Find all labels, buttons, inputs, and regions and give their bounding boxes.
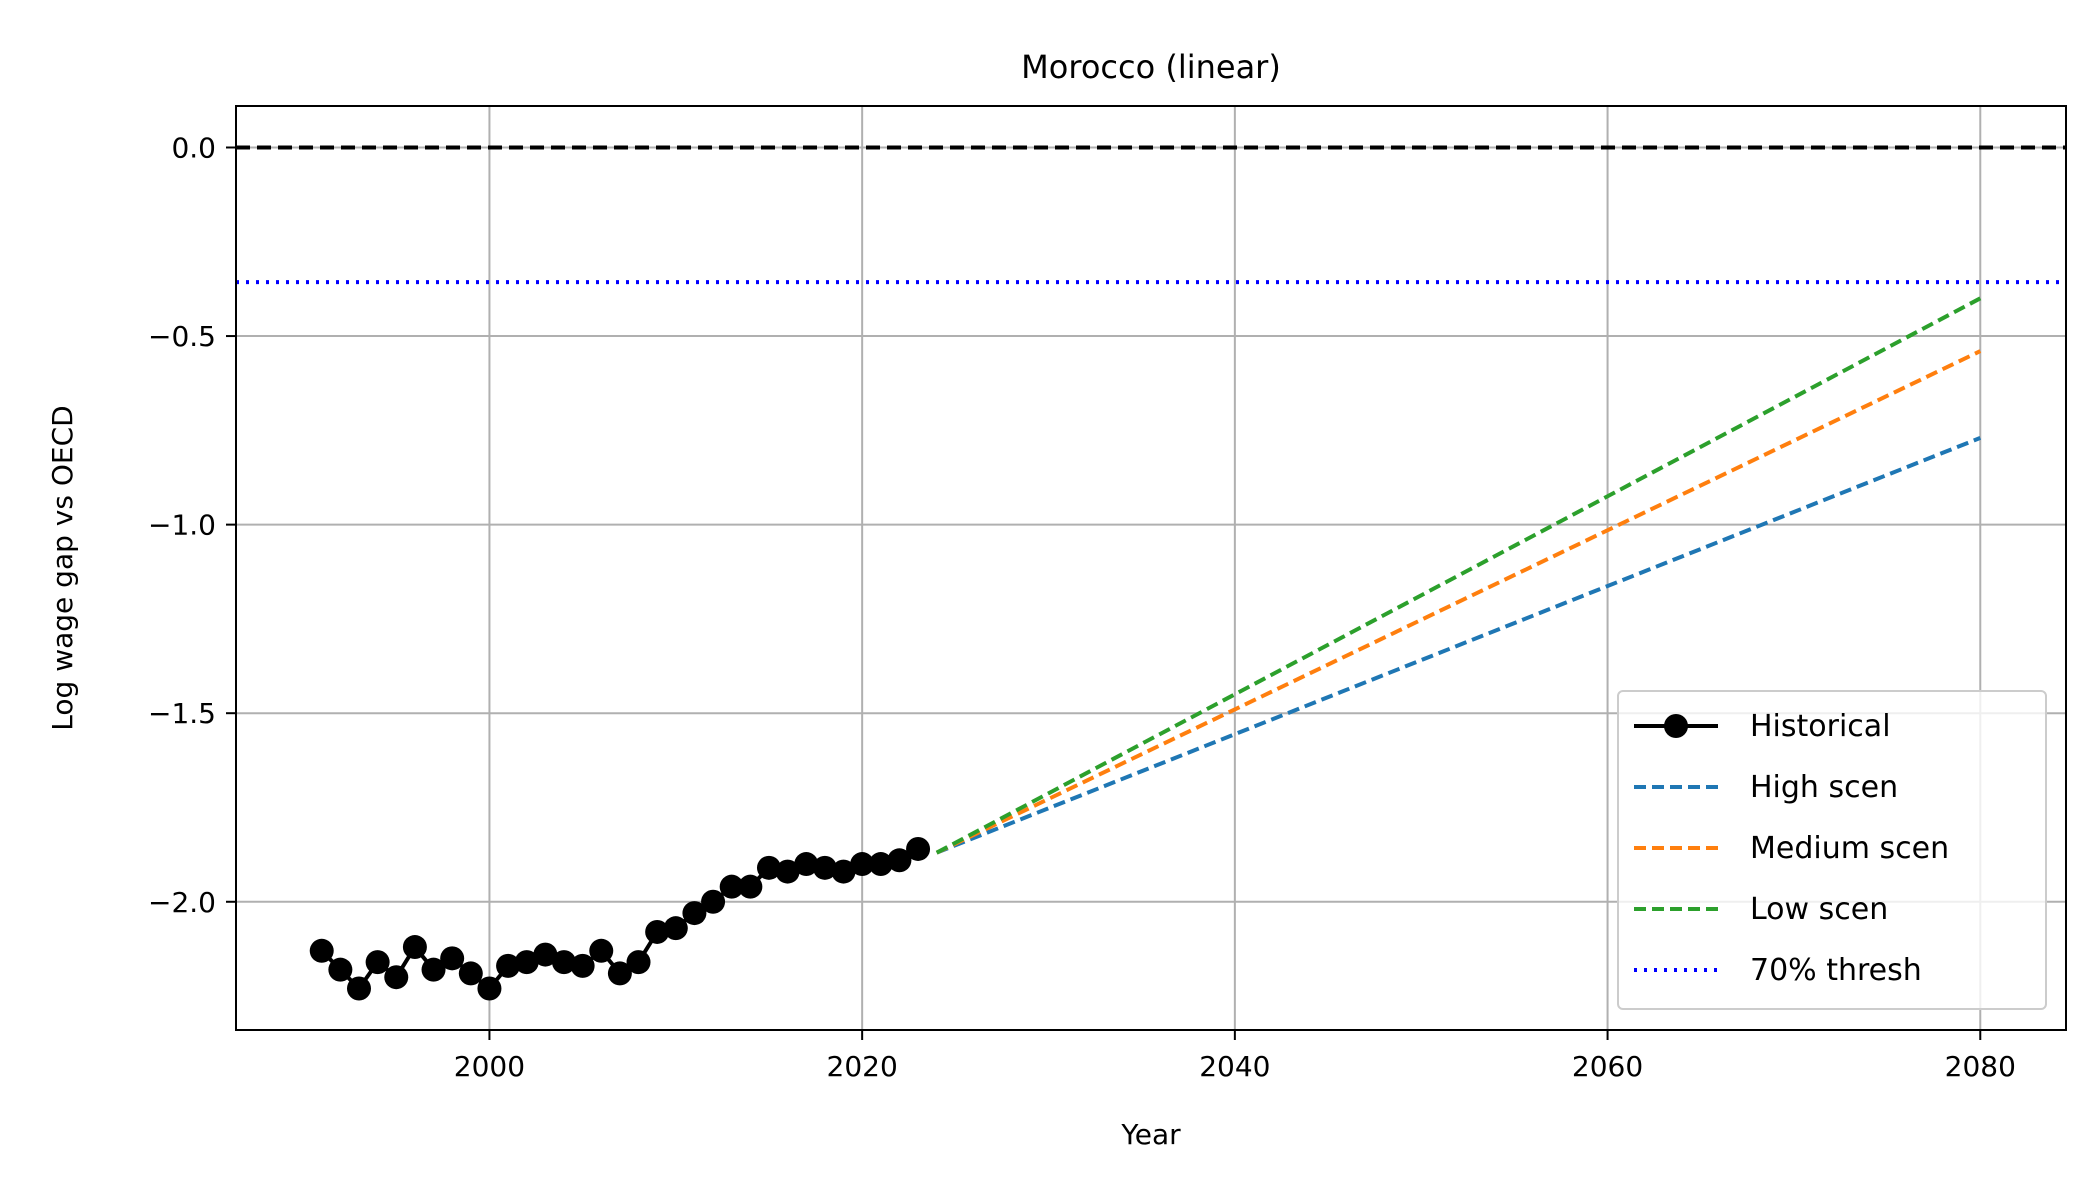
x-tick-label: 2080	[1945, 1050, 2016, 1083]
data-point	[421, 957, 446, 982]
x-tick-label: 2040	[1199, 1050, 1270, 1083]
data-point	[309, 938, 334, 963]
chart-title: Morocco (linear)	[1021, 48, 1281, 86]
y-tick-label: 0.0	[171, 131, 216, 164]
data-point	[346, 976, 371, 1001]
data-point	[738, 874, 763, 899]
legend-label: Low scen	[1750, 892, 1888, 927]
data-point	[794, 852, 819, 877]
legend-marker	[1664, 714, 1688, 738]
data-point	[719, 874, 744, 899]
data-point	[663, 916, 688, 941]
data-point	[682, 901, 707, 926]
legend-label: Medium scen	[1750, 831, 1949, 866]
y-tick-label: −1.5	[148, 697, 216, 730]
legend-label: 70% thresh	[1750, 953, 1922, 988]
data-point	[514, 950, 539, 975]
x-tick-label: 2020	[827, 1050, 898, 1083]
data-point	[496, 953, 521, 978]
data-point	[831, 859, 856, 884]
x-tick-label: 2000	[454, 1050, 525, 1083]
series-layer	[309, 296, 1982, 1001]
data-point	[458, 961, 483, 986]
data-point	[384, 965, 409, 990]
x-axis-label: Year	[1120, 1118, 1181, 1151]
series-line-medium-scen	[935, 349, 1982, 855]
legend-label: Historical	[1750, 709, 1891, 744]
y-axis-label: Log wage gap vs OECD	[46, 405, 79, 730]
data-point	[756, 855, 781, 880]
data-point	[868, 852, 893, 877]
data-point	[850, 852, 875, 877]
data-point	[365, 950, 390, 975]
data-point	[328, 957, 353, 982]
data-point	[887, 848, 912, 873]
data-point	[589, 938, 614, 963]
data-point	[775, 859, 800, 884]
y-tick-label: −0.5	[148, 320, 216, 353]
data-point	[477, 976, 502, 1001]
data-point	[645, 919, 670, 944]
data-point	[570, 953, 595, 978]
legend: Historical High scen Medium scen Low scen 70…	[1617, 690, 2047, 1010]
x-axis: 2000 2020 2040 2060 2080	[454, 1030, 2016, 1083]
data-point	[551, 950, 576, 975]
y-tick-label: −1.0	[148, 509, 216, 542]
data-point	[607, 961, 632, 986]
data-point	[812, 855, 837, 880]
data-point	[701, 889, 726, 914]
data-point	[402, 935, 427, 960]
legend-frame	[1617, 690, 2047, 1010]
data-point	[906, 836, 931, 861]
y-tick-label: −2.0	[148, 886, 216, 919]
plot-frame	[235, 105, 2067, 1031]
data-point	[533, 942, 558, 967]
data-point	[440, 946, 465, 971]
reference-lines	[236, 145, 2066, 285]
data-point	[626, 950, 651, 975]
legend-label: High scen	[1750, 770, 1898, 805]
x-tick-label: 2060	[1572, 1050, 1643, 1083]
y-axis: 0.0 −0.5 −1.0 −1.5 −2.0	[148, 131, 236, 919]
series-line-high-scen	[935, 436, 1982, 855]
